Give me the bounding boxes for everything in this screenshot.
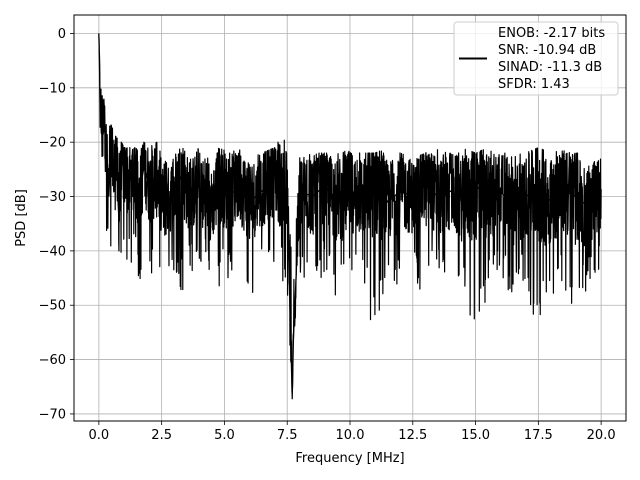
x-tick-label: 20.0 (587, 428, 616, 443)
y-tick-label: −30 (39, 190, 66, 205)
y-tick-label: −70 (39, 407, 66, 422)
psd-series-keypoints (98, 33, 602, 400)
x-tick-label: 2.5 (151, 428, 172, 443)
legend-snr: SNR: -10.94 dB (498, 43, 596, 58)
plot-area (98, 33, 602, 400)
x-axis-label: Frequency [MHz] (295, 451, 404, 466)
x-tick-label: 17.5 (524, 428, 553, 443)
psd-series-line (98, 33, 602, 393)
y-tick-label: −50 (39, 299, 66, 314)
legend: ENOB: -2.17 bits SNR: -10.94 dB SINAD: -… (453, 21, 619, 96)
x-tick-label: 12.5 (398, 428, 427, 443)
y-axis-ticks: 0 −10 −20 −30 −40 −50 −60 −70 (39, 27, 74, 422)
x-tick-label: 5.0 (214, 428, 235, 443)
legend-sinad: SINAD: -11.3 dB (498, 60, 602, 75)
x-tick-label: 7.5 (277, 428, 298, 443)
x-axis-ticks: 0.0 2.5 5.0 7.5 10.0 12.5 15.0 17.5 20.0 (89, 421, 616, 443)
y-tick-label: −60 (39, 353, 66, 368)
y-tick-label: −20 (39, 136, 66, 151)
legend-box (453, 21, 619, 96)
x-tick-label: 0.0 (89, 428, 110, 443)
x-tick-label: 10.0 (336, 428, 365, 443)
x-tick-label: 15.0 (461, 428, 490, 443)
y-tick-label: 0 (58, 27, 66, 42)
y-tick-label: −40 (39, 244, 66, 259)
y-tick-label: −10 (39, 81, 66, 96)
legend-enob: ENOB: -2.17 bits (498, 26, 605, 41)
y-axis-label: PSD [dB] (14, 189, 29, 247)
series-layer (98, 33, 602, 400)
legend-sfdr: SFDR: 1.43 (498, 77, 570, 92)
